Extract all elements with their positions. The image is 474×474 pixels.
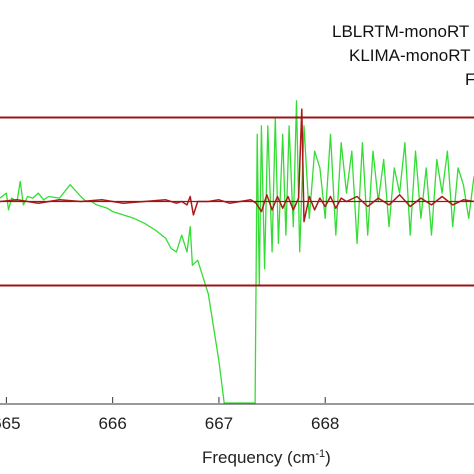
x-tick-label: 665 [0,414,21,433]
x-axis-title: Frequency (cm-1) [202,448,331,467]
x-tick-label: 666 [98,414,126,433]
x-tick-label: 668 [311,414,339,433]
legend: LBLRTM-monoRT KLIMA-monoRT F [332,22,474,89]
x-axis-title-close: ) [325,448,331,467]
legend-entry-f: F [465,70,474,89]
legend-entry-lblrtm: LBLRTM-monoRT [332,22,469,41]
x-tick-label: 667 [205,414,233,433]
x-axis-title-sup: -1 [315,448,325,460]
x-axis: 665 666 667 668 [0,397,339,433]
series-layer [0,100,474,404]
x-axis-title-main: Frequency (cm [202,448,315,467]
legend-entry-klima: KLIMA-monoRT [349,46,471,65]
